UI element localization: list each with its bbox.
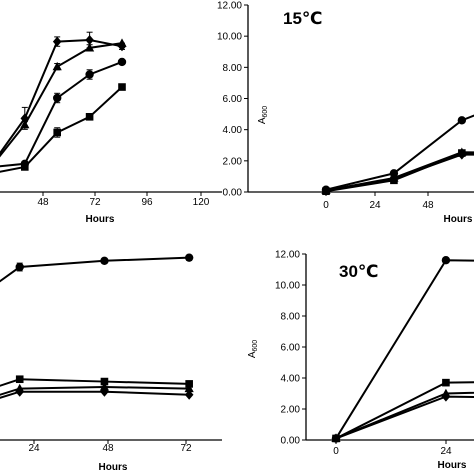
data-point-square [15,375,24,384]
data-point-circle [184,253,194,262]
series-line [325,114,474,191]
x-tick-label: 24 [28,443,40,454]
x-tick-label: 24 [369,200,381,211]
data-point-diamond [117,41,127,52]
x-axis-label: Hours [444,214,473,225]
data-point-circle [53,93,62,103]
series-triangle [0,38,127,158]
series-diamond [331,391,474,444]
y-tick-label: 6.00 [281,343,301,354]
series-diamond [0,31,127,155]
series-triangle [0,382,194,396]
x-tick-label: 48 [37,197,49,208]
data-point-square [322,187,330,196]
y-tick-label: 2.00 [281,405,301,416]
data-point-square [390,176,398,185]
y-tick-label: 2.00 [223,156,243,167]
data-point-circle [15,262,24,272]
y-tick-label: 4.00 [281,374,301,385]
data-point-square [458,149,466,157]
data-point-square [85,113,94,121]
series-line [0,39,123,155]
x-tick-label: 72 [180,443,192,454]
y-tick-label: 8.00 [223,63,243,74]
series-line [0,61,123,168]
y-tick-label: 12.00 [217,1,242,12]
data-point-triangle [99,382,110,391]
data-point-circle [457,116,467,125]
series-line [0,42,123,158]
y-tick-label: 10.00 [275,281,300,292]
series-line [325,152,474,193]
chart-panel-2: 0.00 2.00 4.00 6.00 8.00 10.00 12.00 0 24 48 Hours… [217,1,474,225]
panel-title: 15℃ [283,9,323,28]
y-tick-label: 0.00 [281,436,301,447]
y-tick-label: 4.00 [223,125,243,136]
chart-panel-4: 0.00 2.00 4.00 6.00 8.00 10.00 12.00 0 24 Hours 30… [247,250,474,471]
x-axis-label: Hours [86,214,115,225]
y-tick-label: 10.00 [217,32,242,43]
data-point-diamond [100,386,109,397]
y-tick-label: 12.00 [275,250,300,261]
data-point-diamond [15,386,25,397]
series-line [0,390,190,399]
data-point-circle [441,256,451,265]
series-line [0,256,190,283]
data-point-diamond [52,36,62,47]
series-diamond [0,386,194,400]
data-point-circle [117,57,127,67]
x-tick-label: 48 [422,200,434,211]
x-axis-label: Hours [99,462,128,473]
series-line [0,86,123,173]
y-axis-label: A600 [257,106,269,124]
x-tick-label: 0 [333,446,339,457]
series-circle [0,253,194,283]
y-tick-label: 8.00 [281,312,301,323]
data-point-diamond [85,35,94,46]
x-tick-label: 48 [102,443,114,454]
data-point-square [100,377,109,386]
data-point-diamond [20,113,30,124]
chart-panel-1: 48 72 96 120 Hours [0,31,222,225]
data-point-square [21,163,29,171]
series-circle [331,256,474,443]
data-point-triangle [184,383,194,393]
data-point-square [53,128,61,137]
data-point-diamond [184,389,194,400]
series-square [0,83,126,173]
y-axis-label: A600 [247,340,259,358]
data-point-triangle [52,61,62,71]
x-tick-label: 24 [440,446,452,457]
data-point-diamond [331,433,341,444]
x-tick-label: 0 [323,200,329,211]
series-line [0,386,190,396]
data-point-square [118,83,126,91]
series-line [0,378,190,387]
series-square [322,149,474,196]
x-axis-label: Hours [438,460,467,471]
chart-panel-3: 24 48 72 Hours [0,253,222,473]
data-point-diamond [441,391,451,402]
data-point-circle [85,70,94,79]
y-tick-label: 6.00 [223,94,243,105]
x-tick-label: 96 [141,197,153,208]
data-point-square [442,378,450,387]
y-tick-label: 0.00 [223,188,243,199]
data-point-circle [100,256,109,265]
x-tick-label: 120 [193,197,210,208]
x-tick-label: 72 [89,197,101,208]
series-circle [0,57,127,168]
panel-title: 30℃ [339,262,379,281]
